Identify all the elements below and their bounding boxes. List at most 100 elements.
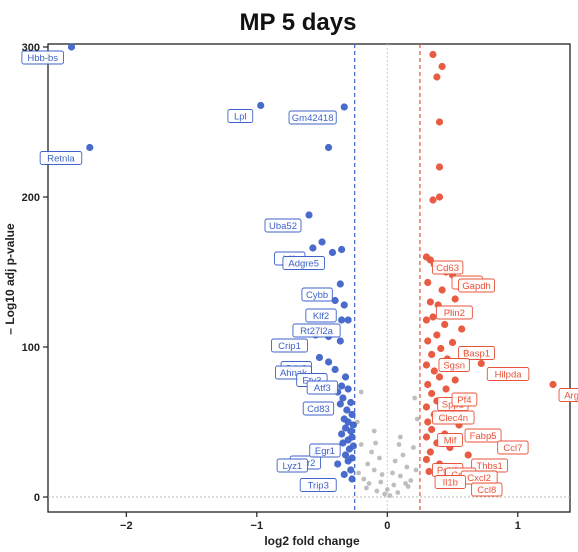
gene-label-gm42418: Gm42418	[288, 110, 337, 125]
ns-point	[411, 445, 416, 450]
gene-label-text: Rt27l2a	[300, 326, 333, 337]
up-point	[422, 403, 431, 411]
x-tick-label: 1	[515, 520, 521, 532]
up-point	[428, 425, 436, 434]
ns-point	[374, 488, 380, 494]
down-point	[340, 103, 348, 111]
up-point	[451, 376, 459, 384]
down-point	[338, 382, 346, 390]
gene-label-text: Ahnak	[280, 368, 307, 379]
x-tick-label: 0	[384, 520, 390, 532]
up-point	[464, 451, 472, 459]
gene-label-box	[309, 443, 341, 458]
down-point	[257, 101, 265, 110]
up-point	[424, 418, 432, 426]
down-point	[338, 245, 346, 254]
x-axis: −2 −1 0 1	[120, 512, 521, 532]
gene-label-cxcl2: Cxcl2	[460, 470, 498, 485]
y-tick-label: 300	[22, 42, 40, 54]
gene-label-text: Fabp5	[470, 431, 497, 442]
gene-label-text: Adgre5	[288, 259, 319, 270]
down-point	[334, 460, 342, 468]
x-axis-label: log2 fold change	[264, 534, 360, 548]
down-point	[309, 244, 317, 252]
down-point	[347, 427, 355, 435]
gene-label-arg1: Arg1	[558, 388, 578, 402]
y-tick-label: 200	[22, 192, 40, 204]
gene-label-clec4n: Clec4n	[432, 410, 475, 425]
gene-label-plin2: Plin2	[435, 305, 473, 320]
ns-point	[382, 491, 388, 497]
gene-label-text: Retnla	[47, 154, 75, 165]
gene-label-text: Gm42418	[292, 113, 334, 124]
up-point	[430, 367, 438, 375]
ns-point	[361, 476, 367, 482]
gene-label-text: Mif	[444, 436, 457, 447]
ns-point	[371, 428, 377, 434]
gene-label-text: Basp1	[463, 349, 490, 360]
gene-label-text: Il1b	[443, 478, 458, 489]
up-point	[426, 298, 434, 306]
up-point	[458, 325, 466, 333]
down-point	[345, 445, 354, 453]
up-point	[435, 118, 444, 126]
gene-label-box	[292, 323, 341, 338]
gene-label-sgsn: Sgsn	[438, 358, 470, 372]
ns-point	[379, 472, 385, 477]
gene-label-box	[21, 50, 64, 65]
down-point	[344, 385, 352, 393]
ns-point	[400, 452, 406, 458]
gene-label-text: Arg1	[564, 391, 578, 402]
gene-label-rt27l2a: Rt27l2a	[292, 323, 341, 338]
down-point	[348, 410, 356, 419]
ns-point	[391, 482, 397, 488]
ns-point	[371, 467, 377, 473]
ns-point	[396, 442, 402, 447]
up-point	[433, 73, 441, 81]
gene-label-box	[458, 278, 495, 293]
gene-label-hbb-bs: Hbb-bs	[21, 50, 64, 65]
gene-label-box	[264, 218, 302, 233]
up-point	[438, 286, 446, 294]
up-point	[429, 50, 437, 59]
down-point	[341, 424, 350, 432]
gene-label-box	[464, 428, 502, 443]
down-point	[340, 301, 348, 309]
gene-label-text: Lpl	[234, 112, 247, 123]
y-tick-label: 0	[34, 492, 40, 504]
gene-label-box	[39, 151, 83, 165]
down-point	[86, 143, 94, 152]
gene-label-ccl8: Ccl8	[471, 482, 503, 497]
gene-label-text: Cybb	[306, 290, 328, 301]
ns-point	[364, 485, 369, 491]
gene-label-il1b: Il1b	[434, 475, 466, 489]
gene-label-ccl7: Ccl7	[497, 440, 529, 455]
up-point	[422, 361, 431, 369]
gene-label-thbs1: Thbs1	[471, 458, 509, 473]
down-point	[348, 475, 356, 483]
gene-label-text: Cd63	[436, 263, 459, 274]
down-point	[339, 439, 347, 447]
gene-label-box	[558, 388, 578, 402]
plot-area: Hbb-bsRetnlaLplGm42418Uba52Irf1Adgre5Cyb…	[21, 43, 578, 513]
gene-label-text: Clec4n	[438, 413, 468, 424]
gene-label-text: Lyz1	[282, 461, 302, 472]
ns-point	[412, 395, 418, 401]
gene-label-box	[432, 260, 464, 275]
up-point	[426, 448, 434, 456]
gene-label-box	[486, 367, 530, 381]
gene-label-text: Gapdh	[462, 281, 491, 292]
ns-point	[384, 487, 390, 492]
down-point	[318, 238, 326, 246]
down-point	[324, 143, 333, 152]
down-point	[336, 280, 344, 288]
up-point	[429, 313, 437, 321]
up-point	[549, 380, 557, 389]
ns-point	[365, 461, 371, 467]
gene-label-text: Sgsn	[443, 361, 465, 372]
ns-point	[408, 478, 414, 483]
ns-point	[390, 470, 395, 476]
gene-label-box	[301, 287, 333, 302]
up-point	[428, 389, 436, 398]
